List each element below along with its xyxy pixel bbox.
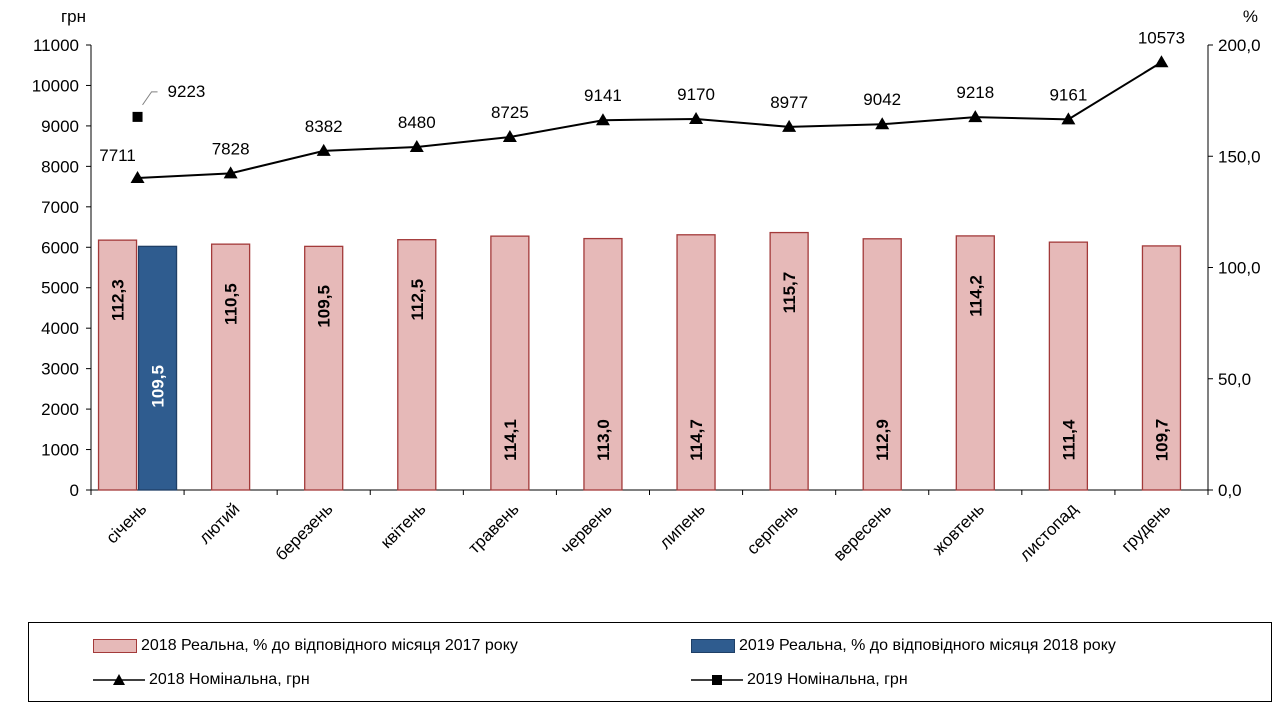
bar-2018-real-data-label: 114,1	[501, 419, 520, 461]
left-axis-tick-label: 6000	[41, 238, 79, 257]
line-2018-nominal-triangle-marker	[1061, 112, 1076, 125]
line-2018-nominal-data-label: 7711	[99, 146, 136, 165]
legend-triangle-line-icon	[93, 674, 145, 685]
right-axis-tick-label: 0,0	[1218, 481, 1242, 500]
legend-swatch-2018-real	[93, 639, 137, 653]
bar-2018-real-data-label: 112,5	[408, 279, 427, 321]
bar-2018-real	[397, 239, 437, 491]
legend: 2018 Реальна, % до відповідного місяця 2…	[28, 622, 1272, 702]
bar-2018-real	[97, 239, 138, 491]
left-axis-tick-label: 10000	[32, 76, 79, 95]
bar-2018-real-data-label: 114,2	[966, 275, 985, 317]
line-2018-nominal-data-label: 8382	[305, 117, 343, 136]
line-2018-nominal-triangle-marker	[875, 117, 890, 130]
bar-2018-real	[676, 234, 716, 491]
line-2018-nominal-data-label: 9141	[584, 86, 622, 105]
x-axis-category-label: листопад	[1016, 499, 1081, 564]
x-axis-category-label: липень	[656, 499, 709, 552]
bar-2018-real-data-label: 112,9	[873, 419, 892, 461]
legend-item-2018-nominal: 2018 Номінальна, грн	[93, 668, 310, 692]
bar-2018-real	[769, 231, 809, 491]
bar-2018-real-data-label: 109,5	[315, 285, 334, 328]
legend-label-2019-real: 2019 Реальна, % до відповідного місяця 2…	[739, 637, 1116, 654]
line-2018-nominal-data-label: 8725	[491, 103, 529, 122]
line-2018-nominal-data-label: 8977	[770, 93, 808, 112]
line-2019-nominal-leader-line	[142, 91, 158, 106]
line-2018-nominal-data-label: 9161	[1049, 85, 1087, 104]
line-2018-nominal-data-label: 8480	[398, 113, 436, 132]
line-2018-nominal-data-label: 7828	[212, 139, 250, 158]
legend-swatch-2019-real	[691, 639, 735, 653]
left-axis-tick-label: 1000	[41, 441, 79, 460]
bar-2018-real-data-label: 110,5	[222, 283, 241, 325]
left-axis-tick-label: 9000	[41, 117, 79, 136]
left-axis-tick-label: 4000	[41, 319, 79, 338]
line-2018-nominal-triangle-marker	[968, 110, 983, 123]
x-axis-category-label: березень	[272, 499, 337, 564]
bar-2018-real	[210, 243, 251, 491]
bar-2018-real-data-label: 114,7	[687, 419, 706, 461]
bar-2018-real-data-label: 111,4	[1059, 419, 1078, 460]
right-axis-tick-label: 50,0	[1218, 370, 1251, 389]
legend-label-2018-nominal: 2018 Номінальна, грн	[149, 671, 310, 688]
bar-2018-real	[1141, 245, 1182, 491]
left-axis-tick-label: 7000	[41, 198, 79, 217]
line-2018-nominal-data-label: 9042	[863, 90, 901, 109]
left-axis-tick-label: 2000	[41, 400, 79, 419]
right-axis-tick-label: 100,0	[1218, 259, 1261, 278]
right-axis-tick-label: 150,0	[1218, 147, 1261, 166]
line-2018-nominal-data-label: 9218	[956, 83, 994, 102]
bar-2018-real	[583, 237, 623, 491]
x-axis-category-label: квітень	[377, 499, 430, 552]
line-2019-nominal-square-marker	[132, 111, 143, 122]
x-axis-category-label: червень	[557, 499, 616, 558]
line-2018-nominal-data-label: 10573	[1138, 28, 1185, 47]
line-2018-nominal-triangle-marker	[223, 166, 238, 179]
legend-item-2018-real: 2018 Реальна, % до відповідного місяця 2…	[93, 634, 518, 658]
bar-2018-real	[1048, 241, 1089, 491]
right-axis-unit-label: %	[1243, 7, 1258, 26]
line-2018-nominal-triangle-marker	[409, 139, 424, 152]
left-axis-unit-label: грн	[61, 7, 86, 26]
line-2018-nominal-triangle-marker	[689, 112, 704, 125]
line-2018-nominal-triangle-marker	[316, 143, 331, 156]
x-axis-category-label: січень	[102, 499, 150, 547]
x-axis-category-label: серпень	[743, 499, 802, 558]
bar-2018-real	[304, 245, 344, 491]
line-2018-nominal-triangle-marker	[782, 119, 797, 132]
legend-item-2019-real: 2019 Реальна, % до відповідного місяця 2…	[691, 634, 1116, 658]
bar-2019-real	[137, 245, 178, 491]
legend-square-line-icon	[691, 675, 743, 685]
left-axis-tick-label: 5000	[41, 279, 79, 298]
x-axis-category-label: жовтень	[929, 499, 988, 558]
right-axis-tick-label: 200,0	[1218, 36, 1261, 55]
left-axis-tick-label: 3000	[41, 360, 79, 379]
chart-canvas: 0 1000 2000 3000 4000 5000 6000 7000 8000 9000 100…	[32, 7, 1261, 565]
bar-2018-real	[955, 235, 995, 491]
line-2019-nominal-data-label: 9223	[168, 82, 206, 101]
bar-2018-real-data-label: 113,0	[594, 419, 613, 461]
left-axis-tick-label: 0	[70, 481, 79, 500]
line-2018-nominal-triangle-marker	[502, 130, 517, 143]
line-2018-nominal-triangle-marker	[595, 113, 610, 126]
legend-label-2018-real: 2018 Реальна, % до відповідного місяця 2…	[141, 637, 518, 654]
bar-2019-real-data-label: 109,5	[149, 365, 168, 408]
left-axis-tick-label: 11000	[33, 36, 79, 55]
x-axis-category-label: вересень	[830, 499, 895, 564]
bar-2018-real-data-label: 109,7	[1152, 419, 1171, 462]
bar-2018-real	[490, 235, 530, 491]
line-2018-nominal-triangle-marker	[1154, 55, 1169, 68]
left-axis-tick-label: 8000	[41, 157, 79, 176]
legend-label-2019-nominal: 2019 Номінальна, грн	[747, 671, 908, 688]
bar-2018-real-data-label: 112,3	[109, 279, 128, 321]
x-axis-category-label: грудень	[1118, 499, 1175, 556]
bar-2018-real	[862, 238, 902, 491]
legend-item-2019-nominal: 2019 Номінальна, грн	[691, 668, 908, 692]
x-axis-category-label: травень	[465, 499, 523, 557]
bar-2018-real-data-label: 115,7	[780, 272, 799, 314]
line-2018-nominal-triangle-marker	[130, 171, 145, 184]
line-2018-nominal	[137, 61, 1162, 180]
x-axis-category-label: лютий	[195, 499, 243, 547]
line-2018-nominal-data-label: 9170	[677, 85, 715, 104]
